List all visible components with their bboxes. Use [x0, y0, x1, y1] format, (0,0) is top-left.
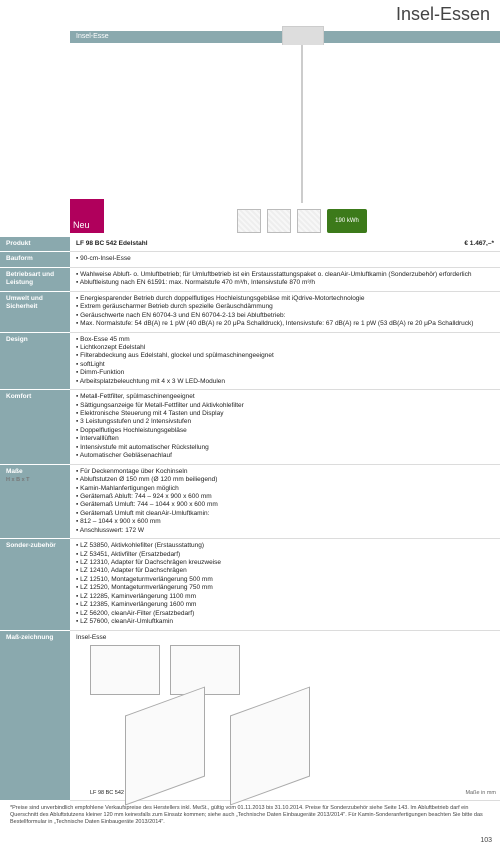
feature-icons: 190 kWh — [237, 209, 367, 233]
row-zubehoer: Sonder-zubehör LZ 53850, Aktivkohlefilte… — [0, 539, 500, 630]
spec-table: Produkt LF 98 BC 542 Edelstahl € 1.467,–… — [0, 237, 500, 801]
drawing-top-2 — [170, 645, 240, 695]
drawing-units: Maße in mm — [465, 790, 496, 797]
drawing-top — [90, 645, 160, 695]
footnote: *Preise sind unverbindlich empfohlene Ve… — [0, 801, 500, 826]
hero-row: Neu 190 kWh — [0, 43, 500, 237]
feature-icon — [237, 209, 261, 233]
row-betriebsart: Betriebsart und Leistung Wahlweise Abluf… — [0, 267, 500, 291]
product-name: LF 98 BC 542 Edelstahl — [76, 240, 148, 248]
row-produkt: Produkt LF 98 BC 542 Edelstahl € 1.467,–… — [0, 237, 500, 252]
catalog-page: Insel-Essen Insel-Esse Neu 190 kWh Produ… — [0, 0, 500, 846]
drawing-model: LF 98 BC 542 — [90, 790, 124, 797]
product-price: € 1.467,–* — [464, 240, 494, 247]
feature-icon — [297, 209, 321, 233]
page-title: Insel-Essen — [0, 0, 500, 31]
header-stripe: Insel-Esse — [0, 31, 500, 43]
row-umwelt: Umwelt und Sicherheit Energiesparender B… — [0, 291, 500, 332]
row-masse: Maße H x B x T Für Deckenmontage über Ko… — [0, 464, 500, 539]
drawing-iso-2 — [230, 686, 310, 805]
drawing-iso-1 — [125, 686, 205, 805]
energy-label: 190 kWh — [327, 209, 367, 233]
row-zeichnung: Maß-zeichnung Insel-Esse LF 98 BC 542 Ma… — [0, 630, 500, 800]
neu-badge: Neu — [70, 199, 104, 233]
row-design: Design Box-Esse 45 mm Lichtkonzept Edels… — [0, 332, 500, 390]
page-number: 103 — [480, 837, 492, 844]
technical-drawings: Insel-Esse LF 98 BC 542 Maße in mm — [70, 630, 500, 800]
row-label: Produkt — [0, 237, 70, 252]
row-bauform: Bauform 90-cm-Insel-Esse — [0, 252, 500, 267]
product-illustration — [301, 43, 303, 203]
feature-icon — [267, 209, 291, 233]
row-komfort: Komfort Metall-Fettfilter, spülmaschinen… — [0, 390, 500, 465]
